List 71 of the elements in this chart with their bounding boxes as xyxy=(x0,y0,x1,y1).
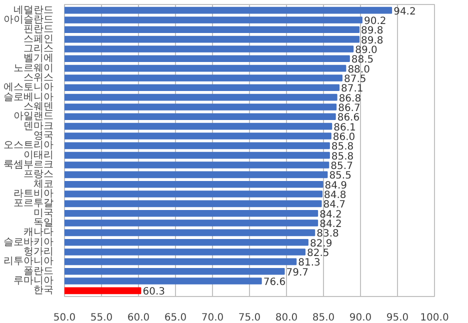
y-tick-label: 체코 xyxy=(34,178,54,190)
y-tick-label: 벨기에 xyxy=(24,53,54,64)
data-label: 81.3 xyxy=(298,258,320,269)
x-tick-label: 95.0 xyxy=(386,312,409,323)
data-label: 86.8 xyxy=(338,93,362,104)
data-label: 89.8 xyxy=(361,35,384,46)
data-label: 85.7 xyxy=(330,161,353,172)
data-label: 87.1 xyxy=(341,84,364,95)
data-label: 82.5 xyxy=(307,248,330,260)
data-label: 84.2 xyxy=(320,219,342,230)
y-tick-label: 리투아니아 xyxy=(4,256,54,268)
y-tick-label: 프랑스 xyxy=(24,169,54,180)
data-label: 84.2 xyxy=(320,209,342,220)
data-label: 79.7 xyxy=(286,267,309,278)
y-tick-label: 슬로바키아 xyxy=(4,236,54,248)
data-label: 88.0 xyxy=(348,64,370,76)
y-tick-label: 헝가리 xyxy=(24,246,54,258)
y-tick-label: 에스토니아 xyxy=(4,82,54,94)
y-tick-label: 캐나다 xyxy=(24,227,54,238)
x-tick-label: 55.0 xyxy=(90,312,113,323)
y-tick-label: 이태리 xyxy=(24,150,54,161)
y-tick-label: 한국 xyxy=(34,285,54,296)
data-label: 76.6 xyxy=(263,277,286,288)
x-tick-label: 70.0 xyxy=(201,312,224,323)
y-tick-label: 미국 xyxy=(34,208,54,219)
y-tick-label: 라트비아 xyxy=(14,188,54,200)
y-tick-label: 포르투갈 xyxy=(14,198,54,210)
y-tick-label: 핀란드 xyxy=(24,24,54,36)
y-tick-label: 스페인 xyxy=(24,34,54,45)
data-label: 60.3 xyxy=(142,286,165,298)
y-tick-label: 노르웨이 xyxy=(14,62,54,74)
y-tick-label: 루마니아 xyxy=(14,276,54,287)
data-label: 84.8 xyxy=(324,190,346,202)
y-tick-label: 네덜란드 xyxy=(14,4,54,16)
data-label: 89.0 xyxy=(355,44,378,56)
y-tick-label: 아이슬란드 xyxy=(4,14,54,26)
data-label: 84.7 xyxy=(323,200,346,211)
data-label: 88.5 xyxy=(351,54,374,66)
x-tick-label: 100.0 xyxy=(420,312,449,323)
data-label: 83.8 xyxy=(316,228,339,240)
data-label: 94.2 xyxy=(394,6,416,18)
y-tick-label: 독일 xyxy=(34,218,54,229)
data-label: 90.2 xyxy=(364,16,386,27)
y-tick-label: 스위스 xyxy=(24,72,54,84)
x-tick-label: 65.0 xyxy=(164,312,187,323)
data-label: 86.0 xyxy=(332,132,356,143)
data-label: 82.9 xyxy=(310,238,332,250)
data-label: 86.6 xyxy=(337,112,360,124)
y-tick-label: 폴란드 xyxy=(24,266,54,277)
data-label: 85.8 xyxy=(331,151,354,162)
y-tick-label: 그리스 xyxy=(24,43,54,54)
data-label: 89.8 xyxy=(361,26,384,37)
y-tick-label: 영국 xyxy=(34,130,54,142)
data-label: 87.5 xyxy=(344,74,366,85)
data-label: 85.8 xyxy=(331,142,354,153)
y-tick-label: 스웨덴 xyxy=(24,101,54,112)
y-tick-label: 덴마크 xyxy=(24,120,54,132)
data-label: 86.1 xyxy=(334,122,356,134)
x-tick-label: 50.0 xyxy=(53,312,76,323)
data-label: 84.9 xyxy=(324,180,348,192)
x-tick-label: 85.0 xyxy=(312,312,335,323)
x-tick-label: 90.0 xyxy=(349,312,372,323)
y-tick-label: 오스트리아 xyxy=(4,140,54,152)
x-tick-label: 75.0 xyxy=(238,312,261,323)
y-tick-label: 아일랜드 xyxy=(14,111,54,122)
x-tick-label: 60.0 xyxy=(127,312,150,323)
y-tick-label: 슬로베니아 xyxy=(4,92,54,103)
x-tick-label: 80.0 xyxy=(275,312,298,323)
data-label: 85.5 xyxy=(329,170,352,182)
data-label: 86.7 xyxy=(338,102,360,114)
y-tick-label: 룩셈부르크 xyxy=(4,160,54,171)
